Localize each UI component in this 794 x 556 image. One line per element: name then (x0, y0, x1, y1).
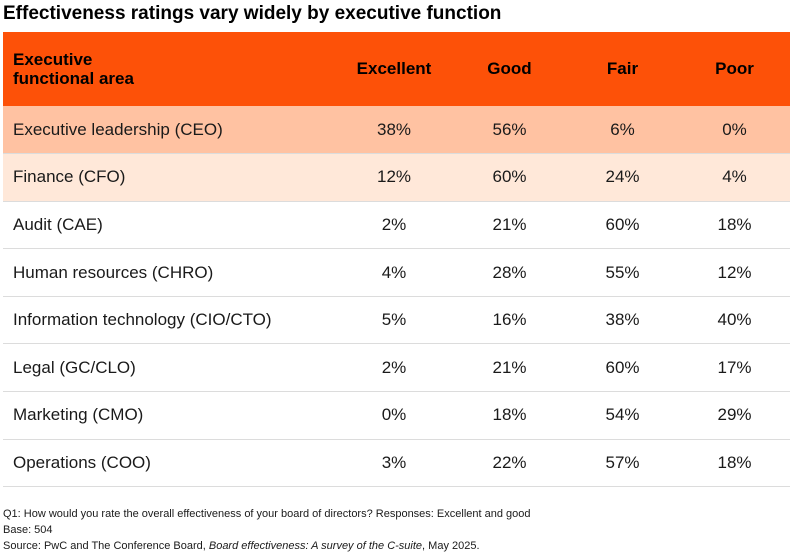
table-row: Information technology (CIO/CTO) 5% 16% 38%… (3, 296, 790, 345)
source-title: Board effectiveness: A survey of the C-s… (208, 540, 423, 552)
cell-excellent: 4% (335, 248, 453, 297)
header-functional-area-line1: Executive (13, 50, 93, 69)
cell-functional-area: Marketing (CMO) (3, 391, 335, 440)
cell-poor: 40% (679, 296, 790, 345)
table-row: Audit (CAE) 2% 21% 60% 18% (3, 201, 790, 250)
footnotes: Q1: How would you rate the overall effec… (3, 506, 530, 554)
cell-fair: 38% (566, 296, 679, 345)
cell-good: 16% (453, 296, 566, 345)
cell-good: 28% (453, 248, 566, 297)
cell-good: 18% (453, 391, 566, 440)
cell-excellent: 38% (335, 106, 453, 155)
table-row: Operations (COO) 3% 22% 57% 18% (3, 439, 790, 488)
cell-fair: 57% (566, 439, 679, 488)
cell-excellent: 0% (335, 391, 453, 440)
cell-functional-area: Human resources (CHRO) (3, 248, 335, 297)
table-row: Legal (GC/CLO) 2% 21% 60% 17% (3, 343, 790, 393)
cell-functional-area: Finance (CFO) (3, 153, 335, 202)
cell-excellent: 3% (335, 439, 453, 488)
table-row: Finance (CFO) 12% 60% 24% 4% (3, 153, 790, 202)
cell-fair: 55% (566, 248, 679, 297)
cell-functional-area: Executive leadership (CEO) (3, 106, 335, 155)
cell-poor: 17% (679, 343, 790, 393)
header-fair: Fair (606, 59, 639, 78)
cell-poor: 18% (679, 201, 790, 250)
cell-good: 56% (453, 106, 566, 155)
cell-fair: 24% (566, 153, 679, 202)
table-row: Human resources (CHRO) 4% 28% 55% 12% (3, 248, 790, 297)
cell-good: 21% (453, 201, 566, 250)
cell-excellent: 2% (335, 343, 453, 393)
header-functional-area-line2: functional area (13, 69, 134, 88)
cell-poor: 12% (679, 248, 790, 297)
cell-functional-area: Operations (COO) (3, 439, 335, 488)
cell-excellent: 2% (335, 201, 453, 250)
table-row: Executive leadership (CEO) 38% 56% 6% 0% (3, 106, 790, 155)
cell-functional-area: Information technology (CIO/CTO) (3, 296, 335, 345)
footnote-question: Q1: How would you rate the overall effec… (3, 508, 531, 520)
cell-functional-area: Legal (GC/CLO) (3, 343, 335, 393)
table-header-row: Executive functional area Excellent Good… (3, 32, 790, 106)
table-body: Executive leadership (CEO) 38% 56% 6% 0% Fina… (3, 106, 790, 488)
effectiveness-table: Executive functional area Excellent Good… (3, 32, 790, 488)
cell-good: 60% (453, 153, 566, 202)
header-poor: Poor (715, 59, 754, 78)
cell-poor: 0% (679, 106, 790, 155)
cell-fair: 54% (566, 391, 679, 440)
header-functional-area: Executive functional area (3, 32, 335, 106)
cell-poor: 4% (679, 153, 790, 202)
cell-functional-area: Audit (CAE) (3, 201, 335, 250)
header-excellent: Excellent (356, 59, 432, 78)
header-good: Good (487, 59, 532, 78)
source-suffix: , May 2025. (422, 540, 480, 552)
cell-excellent: 12% (335, 153, 453, 202)
cell-excellent: 5% (335, 296, 453, 345)
cell-good: 21% (453, 343, 566, 393)
footnote-source: Source: PwC and The Conference Board, Bo… (3, 538, 530, 554)
footnote-base: Base: 504 (3, 524, 53, 536)
source-prefix: Source: PwC and The Conference Board, (3, 540, 209, 552)
cell-fair: 6% (566, 106, 679, 155)
cell-poor: 18% (679, 439, 790, 488)
cell-fair: 60% (566, 201, 679, 250)
table-row: Marketing (CMO) 0% 18% 54% 29% (3, 391, 790, 440)
cell-good: 22% (453, 439, 566, 488)
cell-poor: 29% (679, 391, 790, 440)
cell-fair: 60% (566, 343, 679, 393)
chart-title: Effectiveness ratings vary widely by exe… (3, 3, 502, 24)
